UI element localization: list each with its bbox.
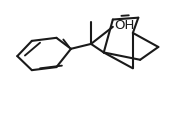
Text: OH: OH (115, 19, 135, 32)
